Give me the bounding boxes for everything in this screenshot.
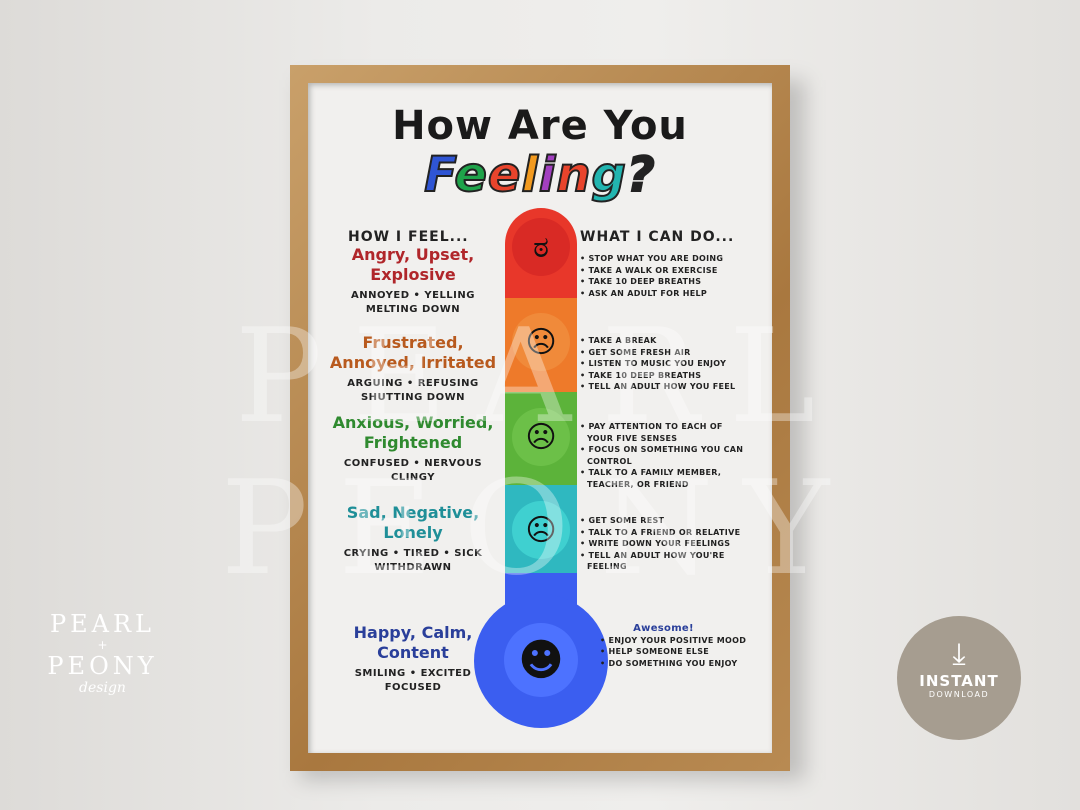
coping-tips: • STOP WHAT YOU ARE DOING • TAKE A WALK O…	[580, 253, 750, 299]
happy-face-icon: ☻	[504, 623, 578, 697]
feeling-level: Angry, Upset, Explosive ANNOYED • YELLING…	[328, 245, 498, 317]
tip-text: TAKE A BREAK	[588, 336, 657, 345]
title-letter: n	[555, 146, 592, 204]
tip-item: • PAY ATTENTION TO EACH OF YOUR FIVE SEN…	[580, 422, 723, 443]
sad-face-icon: ☹	[512, 501, 570, 559]
tip-text: ENJOY YOUR POSITIVE MOOD	[608, 635, 747, 645]
logo-line3: PEONY	[47, 652, 158, 680]
tip-text: TAKE 10 DEEP BREATHS	[588, 277, 702, 286]
tip-item: • GET SOME REST	[580, 516, 665, 525]
title-letter: l	[520, 146, 539, 204]
tip-item: • ENJOY YOUR POSITIVE MOOD	[600, 635, 747, 645]
tip-text: GET SOME REST	[588, 516, 665, 525]
tip-item: • TALK TO A FRIEND OR RELATIVE	[580, 527, 741, 537]
feeling-details: ANNOYED • YELLING MELTING DOWN	[351, 290, 475, 315]
frustrated-face-icon: ☹	[512, 313, 570, 371]
poster: How Are You Feeling? HOW I FEEL... WHAT …	[308, 83, 772, 753]
tip-item: • DO SOMETHING YOU ENJOY	[600, 658, 738, 668]
feeling-details: CRYING • TIRED • SICK WITHDRAWN	[343, 548, 483, 573]
title-letter: F	[423, 146, 455, 204]
tip-item: • ASK AN ADULT FOR HELP	[580, 288, 708, 298]
feeling-level: Anxious, Worried, Frightened CONFUSED • N…	[328, 413, 498, 485]
title-letter: g	[591, 146, 627, 204]
poster-title-feeling: Feeling?	[308, 146, 772, 204]
tip-text: LISTEN TO MUSIC YOU ENJOY	[588, 359, 727, 368]
tip-text: HELP SOMEONE ELSE	[608, 647, 710, 656]
feeling-level: Sad, Negative, Lonely CRYING • TIRED • SI…	[328, 503, 498, 575]
coping-tips: • TAKE A BREAK • GET SOME FRESH AIR • LIST…	[580, 335, 750, 393]
badge-line1: INSTANT	[919, 672, 999, 690]
logo-line2: +	[97, 638, 108, 652]
tip-text: FOCUS ON SOMETHING YOU CAN CONTROL	[587, 445, 744, 466]
tip-item: • GET SOME FRESH AIR	[580, 347, 691, 357]
tip-text: TAKE 10 DEEP BREATHS	[588, 370, 702, 380]
angry-face-icon: ಠ	[512, 218, 570, 276]
tip-text: WRITE DOWN YOUR FEELINGS	[588, 539, 731, 548]
title-letter: e	[453, 146, 488, 204]
feeling-level: Happy, Calm, Content SMILING • EXCITED FO…	[328, 623, 498, 695]
tip-item: • TELL AN ADULT HOW YOU FEEL	[580, 382, 736, 391]
tip-text: TELL AN ADULT HOW YOU'RE FEELING	[587, 550, 725, 572]
badge-line2: DOWNLOAD	[928, 690, 990, 699]
coping-tips: • GET SOME REST • TALK TO A FRIEND OR REL…	[580, 515, 750, 573]
tip-text: DO SOMETHING YOU ENJOY	[608, 658, 738, 668]
worried-face-icon: ☹	[512, 408, 570, 466]
feeling-details: ARGUING • REFUSING SHUTTING DOWN	[347, 378, 479, 403]
coping-tips: Awesome! • ENJOY YOUR POSITIVE MOOD • HELP…	[600, 623, 770, 669]
feeling-name: Anxious, Worried, Frightened	[332, 413, 494, 452]
download-icon: ⤓	[952, 637, 966, 672]
title-letter: i	[538, 146, 557, 204]
tip-item: • HELP SOMEONE ELSE	[600, 647, 710, 656]
tip-item: • TAKE A BREAK	[580, 336, 657, 345]
tip-item: • TAKE 10 DEEP BREATHS	[580, 277, 702, 286]
feeling-details: CONFUSED • NERVOUS CLINGY	[343, 458, 483, 483]
tip-text: TALK TO A FRIEND OR RELATIVE	[588, 527, 741, 537]
feeling-name: Sad, Negative, Lonely	[346, 503, 480, 542]
tip-text: TALK TO A FAMILY MEMBER, TEACHER, OR FRI…	[587, 468, 722, 489]
left-header: HOW I FEEL...	[348, 229, 469, 245]
tip-item: • FOCUS ON SOMETHING YOU CAN CONTROL	[580, 445, 744, 466]
feeling-level: Frustrated, Annoyed, Irritated ARGUING • …	[328, 333, 498, 405]
poster-title: How Are You	[392, 103, 688, 149]
logo-line1: PEARL	[49, 610, 155, 638]
title-letter: ?	[626, 146, 656, 204]
feeling-name: Happy, Calm, Content	[353, 623, 473, 662]
feeling-details: SMILING • EXCITED FOCUSED	[354, 668, 472, 693]
feeling-name: Frustrated, Annoyed, Irritated	[329, 333, 497, 372]
tip-text: PAY ATTENTION TO EACH OF YOUR FIVE SENSE…	[587, 422, 723, 443]
coping-tips: • PAY ATTENTION TO EACH OF YOUR FIVE SEN…	[580, 421, 750, 490]
tip-item: • STOP WHAT YOU ARE DOING	[580, 254, 724, 263]
tip-item: • TAKE A WALK OR EXERCISE	[580, 265, 718, 275]
tip-text: ASK AN ADULT FOR HELP	[588, 288, 708, 298]
tip-item: • WRITE DOWN YOUR FEELINGS	[580, 539, 731, 548]
feeling-name: Angry, Upset, Explosive	[351, 245, 475, 284]
poster-frame: How Are You Feeling? HOW I FEEL... WHAT …	[290, 65, 790, 771]
tip-item: • TELL AN ADULT HOW YOU'RE FEELING	[580, 550, 725, 572]
tip-text: STOP WHAT YOU ARE DOING	[588, 254, 724, 263]
tips-heading: Awesome!	[633, 623, 694, 634]
instant-download-badge[interactable]: ⤓ INSTANT DOWNLOAD	[897, 616, 1021, 740]
logo-line4: design	[79, 680, 126, 696]
tip-text: TAKE A WALK OR EXERCISE	[588, 265, 718, 275]
right-header: WHAT I CAN DO...	[580, 229, 735, 245]
tip-text: TELL AN ADULT HOW YOU FEEL	[588, 382, 736, 391]
tip-item: • LISTEN TO MUSIC YOU ENJOY	[580, 359, 727, 368]
tip-item: • TAKE 10 DEEP BREATHS	[580, 370, 702, 380]
title-letter: e	[487, 146, 522, 204]
brand-logo: PEARL + PEONY design	[40, 610, 165, 696]
tip-item: • TALK TO A FAMILY MEMBER, TEACHER, OR F…	[580, 468, 722, 489]
tip-text: GET SOME FRESH AIR	[588, 347, 691, 357]
